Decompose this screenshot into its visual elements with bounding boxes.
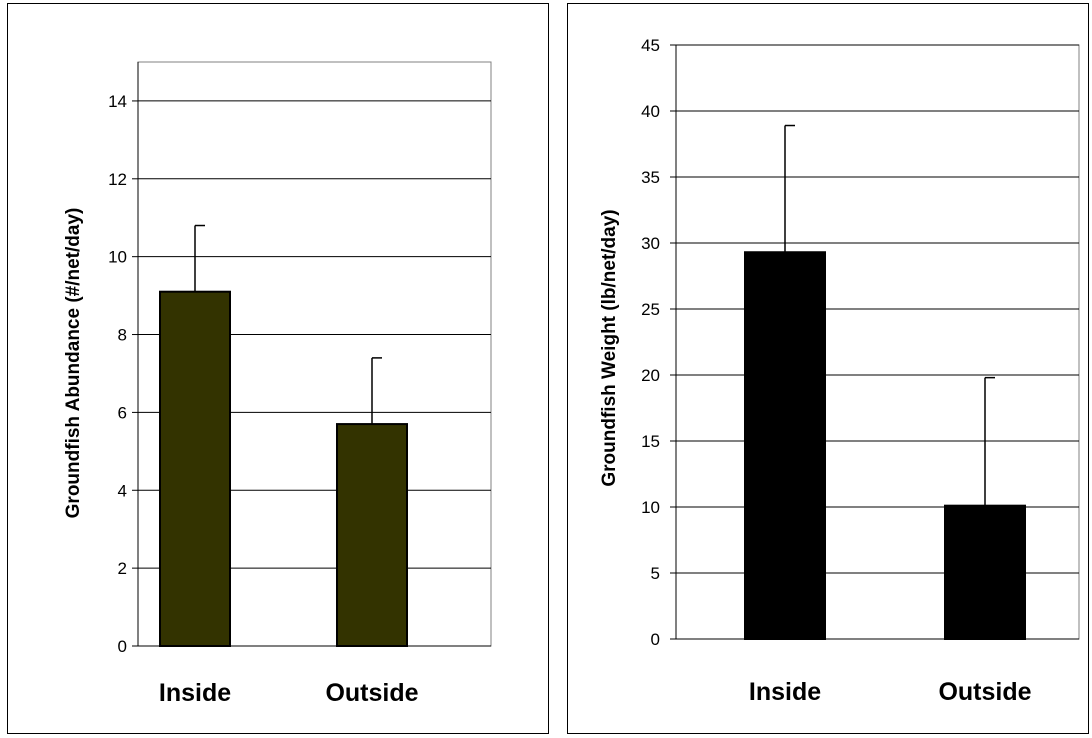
x-category-label: Outside <box>938 678 1031 706</box>
weight-chart: 0 5 10 15 20 25 30 35 40 45 Inside Outside Groundfis… <box>567 3 1089 734</box>
bar-outside <box>944 504 1026 640</box>
y-tick-label: 30 <box>641 234 660 253</box>
y-tick-label: 35 <box>641 168 660 187</box>
y-tick-label: 14 <box>108 92 127 111</box>
y-tick-label: 6 <box>118 403 127 422</box>
y-tick-label: 2 <box>118 559 127 578</box>
y-tick-label: 0 <box>118 637 127 656</box>
x-category-label: Inside <box>749 678 821 706</box>
bar-inside <box>159 290 231 647</box>
y-tick-label: 8 <box>118 326 127 345</box>
y-tick-label: 40 <box>641 102 660 121</box>
chart-frame <box>7 3 549 734</box>
abundance-chart: 0 2 4 6 8 10 12 14 Inside Outside Groundfish Abund… <box>7 3 549 734</box>
bar-inside <box>744 251 826 641</box>
y-tick-label: 12 <box>108 170 127 189</box>
y-tick-label: 10 <box>641 498 660 517</box>
abundance-chart-panel: 0 2 4 6 8 10 12 14 Inside Outside Groundfish Abund… <box>7 3 549 734</box>
bar-outside <box>336 423 408 647</box>
y-tick-label: 20 <box>641 366 660 385</box>
y-tick-label: 0 <box>651 630 660 649</box>
y-axis-title: Groundfish Abundance (#/net/day) <box>63 208 84 519</box>
y-tick-label: 25 <box>641 300 660 319</box>
y-tick-label: 5 <box>651 564 660 583</box>
x-category-label: Outside <box>325 679 418 707</box>
y-tick-label: 4 <box>118 481 127 500</box>
y-tick-label: 45 <box>641 36 660 55</box>
y-tick-label: 15 <box>641 432 660 451</box>
y-tick-label: 10 <box>108 248 127 267</box>
x-category-label: Inside <box>159 679 231 707</box>
weight-chart-panel: 0 5 10 15 20 25 30 35 40 45 Inside Outside Groundfis… <box>567 3 1089 734</box>
y-axis-title: Groundfish Weight (lb/net/day) <box>599 209 620 486</box>
